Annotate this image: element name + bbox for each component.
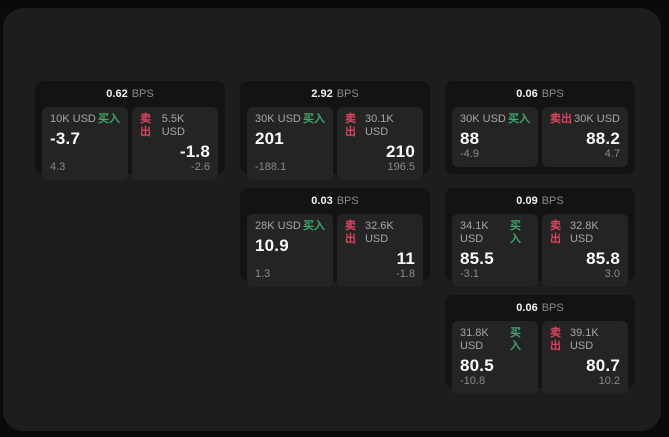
- bps-header: 2.92 BPS: [247, 86, 423, 103]
- buy-side-label: 买入: [303, 113, 325, 125]
- buy-change: -10.8: [460, 375, 486, 387]
- buy-amount: 10K USD: [50, 113, 96, 125]
- sell-side-label: 卖出: [550, 327, 561, 352]
- buy-amount: 30K USD: [460, 113, 506, 125]
- sell-change: -2.6: [191, 161, 210, 173]
- buy-amount: 31.8K USD: [460, 327, 489, 352]
- quote-card: 2.92 BPS 30K USD 买入 201 -188.1 卖出 30.1K U…: [240, 81, 430, 180]
- buy-side-label: 买入: [510, 327, 522, 352]
- sell-amount: 39.1K USD: [569, 327, 599, 352]
- sell-side-label: 卖出: [345, 220, 356, 245]
- bps-unit-label: BPS: [336, 88, 359, 100]
- sell-tile[interactable]: 卖出 5.5K USD -1.8 -2.6: [132, 107, 218, 180]
- quote-card-grid: 0.62 BPS 10K USD 买入 -3.7 4.3 卖出 5.5K USD: [35, 81, 635, 394]
- sell-price: 210: [386, 142, 415, 161]
- sell-price: 85.8: [586, 249, 620, 268]
- sell-price: -1.8: [179, 142, 210, 161]
- bps-value: 0.06: [516, 302, 538, 314]
- buy-side-label: 买入: [508, 113, 530, 125]
- bps-value: 0.09: [516, 195, 538, 207]
- buy-change: 1.3: [255, 268, 271, 280]
- sell-price: 80.7: [586, 356, 620, 375]
- sell-side-label: 卖出: [345, 113, 356, 138]
- buy-price: 85.5: [460, 249, 494, 268]
- buy-price: 80.5: [460, 356, 494, 375]
- quote-card: 0.03 BPS 28K USD 买入 10.9 1.3 卖出 32.6K USD: [240, 188, 430, 287]
- buy-price: 10.9: [255, 236, 289, 255]
- buy-change: -3.1: [460, 268, 479, 280]
- bps-unit-label: BPS: [541, 195, 564, 207]
- sell-tile[interactable]: 卖出 39.1K USD 80.7 10.2: [542, 321, 628, 394]
- bps-value: 2.92: [311, 88, 333, 100]
- sell-price: 88.2: [586, 129, 620, 148]
- sell-tile[interactable]: 卖出 30.1K USD 210 196.5: [337, 107, 423, 180]
- buy-amount: 30K USD: [255, 113, 301, 125]
- sell-price: 11: [396, 249, 415, 268]
- sell-amount: 30.1K USD: [364, 113, 394, 138]
- bps-value: 0.06: [516, 88, 538, 100]
- sell-tile[interactable]: 卖出 30K USD 88.2 4.7: [542, 107, 628, 167]
- bps-value: 0.03: [311, 195, 333, 207]
- sell-amount: 30K USD: [574, 113, 620, 125]
- bps-header: 0.06 BPS: [452, 300, 628, 317]
- quote-card: 0.06 BPS 30K USD 买入 88 -4.9 卖出 30K USD: [445, 81, 635, 174]
- buy-side-label: 买入: [303, 220, 325, 232]
- buy-change: -188.1: [255, 161, 287, 173]
- bps-header: 0.03 BPS: [247, 193, 423, 210]
- buy-change: -4.9: [460, 148, 479, 160]
- sell-amount: 32.8K USD: [569, 220, 599, 245]
- sell-tile[interactable]: 卖出 32.6K USD 11 -1.8: [337, 214, 423, 287]
- sell-side-label: 卖出: [550, 220, 561, 245]
- bps-unit-label: BPS: [541, 88, 564, 100]
- buy-amount: 28K USD: [255, 220, 301, 232]
- bps-header: 0.06 BPS: [452, 86, 628, 103]
- buy-price: 201: [255, 129, 284, 148]
- bps-unit-label: BPS: [541, 302, 564, 314]
- sell-side-label: 卖出: [140, 113, 151, 138]
- buy-tile[interactable]: 10K USD 买入 -3.7 4.3: [42, 107, 128, 180]
- buy-price: 88: [460, 129, 480, 148]
- sell-change: 4.7: [604, 148, 620, 160]
- quote-card: 0.62 BPS 10K USD 买入 -3.7 4.3 卖出 5.5K USD: [35, 81, 225, 180]
- buy-tile[interactable]: 34.1K USD 买入 85.5 -3.1: [452, 214, 538, 287]
- sell-tile[interactable]: 卖出 32.8K USD 85.8 3.0: [542, 214, 628, 287]
- buy-side-label: 买入: [510, 220, 522, 245]
- sell-change: 10.2: [598, 375, 620, 387]
- buy-price: -3.7: [50, 129, 81, 148]
- sell-amount: 5.5K USD: [161, 113, 185, 138]
- buy-tile[interactable]: 30K USD 买入 201 -188.1: [247, 107, 333, 180]
- sell-change: -1.8: [396, 268, 415, 280]
- buy-amount: 34.1K USD: [460, 220, 489, 245]
- buy-tile[interactable]: 31.8K USD 买入 80.5 -10.8: [452, 321, 538, 394]
- bps-unit-label: BPS: [336, 195, 359, 207]
- sell-change: 3.0: [604, 268, 620, 280]
- buy-side-label: 买入: [98, 113, 120, 125]
- quote-card: 0.06 BPS 31.8K USD 买入 80.5 -10.8 卖出 39.1K…: [445, 295, 635, 394]
- buy-tile[interactable]: 30K USD 买入 88 -4.9: [452, 107, 538, 167]
- bps-header: 0.62 BPS: [42, 86, 218, 103]
- app-panel: 0.62 BPS 10K USD 买入 -3.7 4.3 卖出 5.5K USD: [3, 8, 661, 431]
- sell-change: 196.5: [387, 161, 415, 173]
- bps-unit-label: BPS: [131, 88, 154, 100]
- quote-card: 0.09 BPS 34.1K USD 买入 85.5 -3.1 卖出 32.8K …: [445, 188, 635, 287]
- buy-change: 4.3: [50, 161, 66, 173]
- bps-value: 0.62: [106, 88, 128, 100]
- buy-tile[interactable]: 28K USD 买入 10.9 1.3: [247, 214, 333, 287]
- sell-amount: 32.6K USD: [364, 220, 394, 245]
- bps-header: 0.09 BPS: [452, 193, 628, 210]
- sell-side-label: 卖出: [550, 113, 572, 125]
